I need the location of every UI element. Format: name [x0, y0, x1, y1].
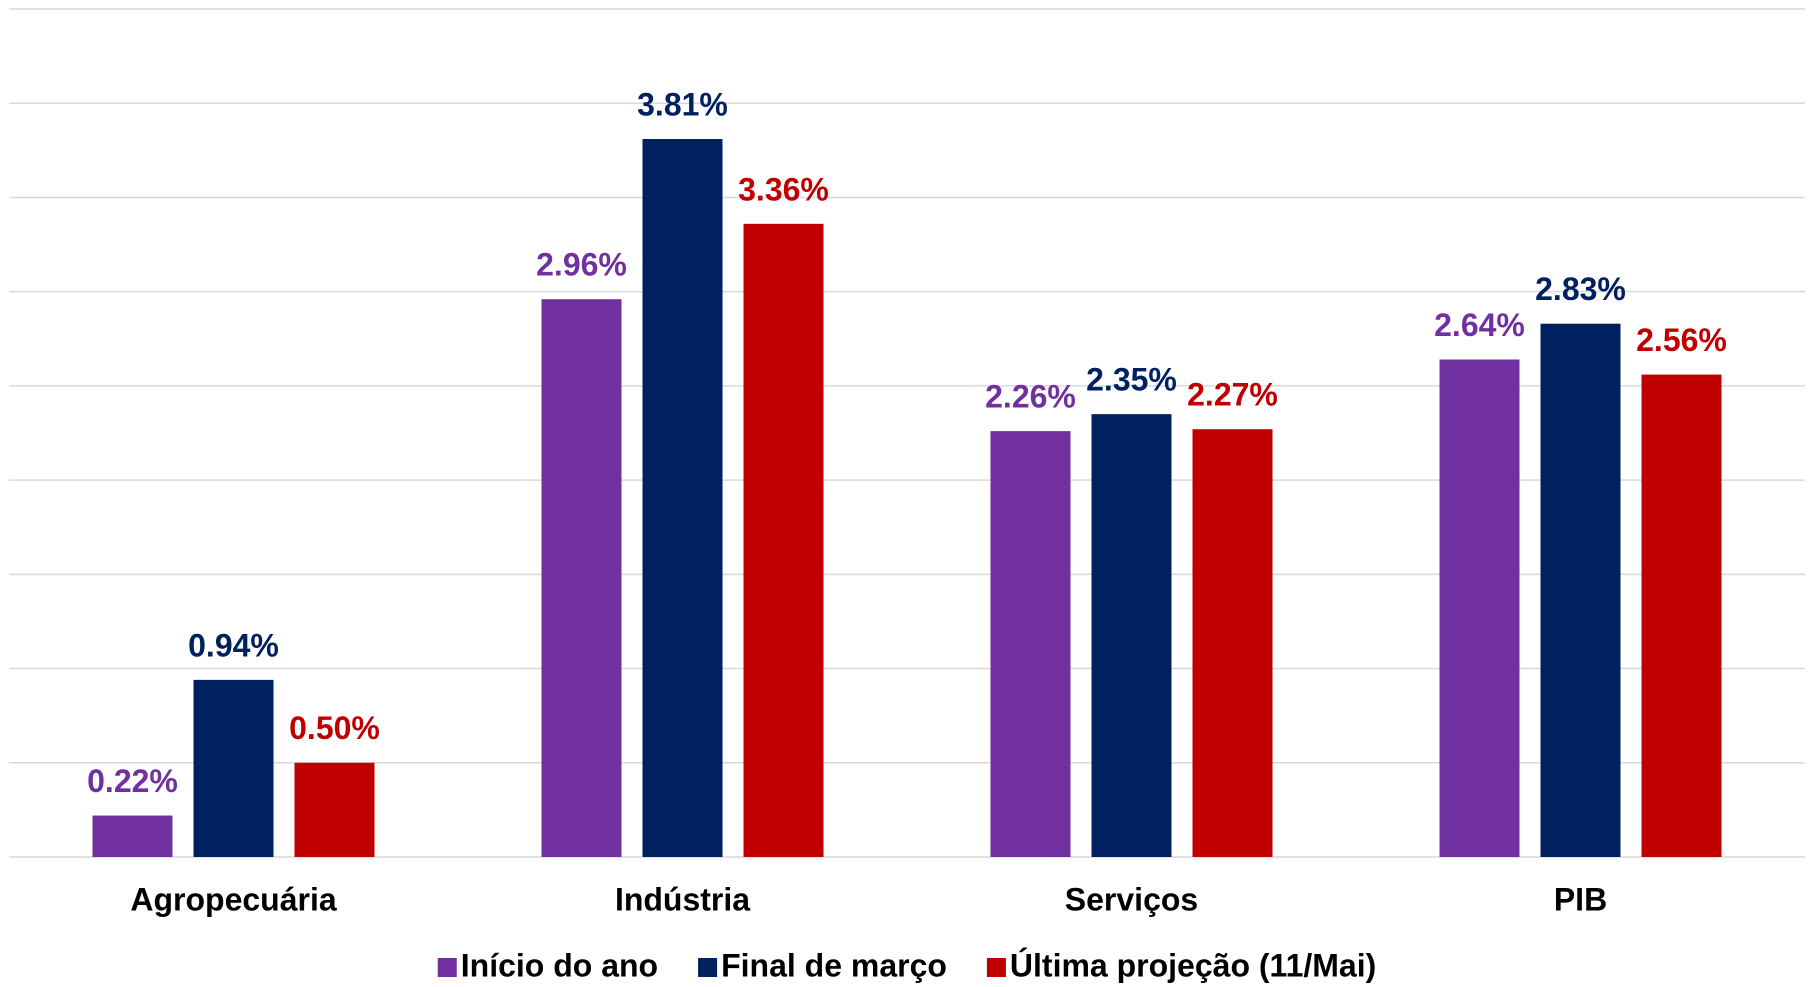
bar	[1192, 429, 1273, 857]
legend-label: Final de março	[721, 947, 947, 983]
x-tick-label: Agropecuária	[130, 881, 336, 917]
data-label: 2.26%	[985, 379, 1076, 415]
bar	[541, 299, 622, 857]
bar	[92, 815, 173, 857]
data-label: 3.36%	[738, 171, 829, 207]
bar	[1540, 323, 1621, 857]
data-label: 2.83%	[1535, 271, 1626, 307]
bar	[294, 762, 375, 857]
data-label: 0.50%	[289, 710, 380, 746]
legend-swatch	[437, 958, 457, 977]
bar	[642, 139, 723, 857]
data-label: 3.81%	[637, 86, 728, 122]
x-tick-label: Indústria	[615, 881, 750, 917]
bar	[1641, 374, 1722, 857]
bar	[193, 679, 274, 857]
bar	[743, 223, 824, 857]
data-label: 0.94%	[188, 627, 279, 663]
bar	[1091, 414, 1172, 857]
legend-swatch	[698, 958, 718, 977]
data-label: 0.22%	[87, 763, 178, 799]
data-label: 2.27%	[1187, 377, 1278, 413]
bar	[1439, 359, 1520, 857]
data-label: 2.64%	[1434, 307, 1525, 343]
data-label: 2.96%	[536, 247, 627, 283]
x-tick-label: PIB	[1554, 881, 1607, 917]
legend-swatch	[986, 958, 1006, 977]
data-label: 2.35%	[1086, 362, 1177, 398]
x-tick-label: Serviços	[1065, 881, 1198, 917]
legend-label: Última projeção (11/Mai)	[1010, 947, 1376, 983]
data-label: 2.56%	[1636, 322, 1727, 358]
legend-label: Início do ano	[461, 947, 658, 983]
bar	[990, 431, 1071, 857]
